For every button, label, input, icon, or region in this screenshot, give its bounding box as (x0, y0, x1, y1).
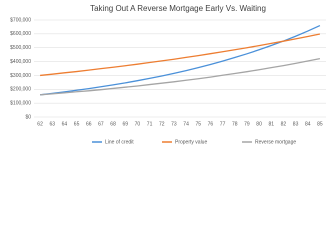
legend-label: Line of credit (105, 139, 134, 145)
x-tick-label: 81 (268, 121, 274, 127)
y-tick-label: $0 (25, 114, 31, 120)
x-tick-label: 82 (281, 121, 287, 127)
legend-label: Reverse mortgage (255, 139, 296, 145)
x-tick-label: 71 (147, 121, 153, 127)
x-tick-label: 67 (98, 121, 104, 127)
y-tick-label: $300,000 (10, 73, 31, 79)
x-tick-label: 75 (195, 121, 201, 127)
x-tick-label: 65 (74, 121, 80, 127)
x-tick-label: 72 (159, 121, 165, 127)
x-tick-label: 84 (305, 121, 311, 127)
y-tick-label: $600,000 (10, 31, 31, 37)
x-tick-label: 66 (86, 121, 92, 127)
y-tick-label: $700,000 (10, 17, 31, 23)
y-tick-label: $100,000 (10, 100, 31, 106)
x-tick-label: 80 (256, 121, 262, 127)
series-line (40, 33, 321, 77)
y-tick-label: $500,000 (10, 45, 31, 51)
x-tick-label: 73 (171, 121, 177, 127)
chart-title: Taking Out A Reverse Mortgage Early Vs. … (90, 4, 266, 13)
x-tick-label: 83 (293, 121, 299, 127)
legend-label: Property value (175, 139, 207, 145)
y-tick-label: $400,000 (10, 59, 31, 65)
x-tick-label: 70 (135, 121, 141, 127)
x-tick-label: 77 (220, 121, 226, 127)
x-tick-label: 76 (208, 121, 214, 127)
series-line (40, 58, 321, 96)
x-tick-label: 64 (62, 121, 68, 127)
x-tick-label: 69 (122, 121, 128, 127)
x-tick-label: 62 (37, 121, 43, 127)
y-tick-label: $200,000 (10, 87, 31, 93)
x-tick-label: 85 (317, 121, 323, 127)
x-tick-label: 79 (244, 121, 250, 127)
series-line (40, 24, 321, 96)
x-tick-label: 68 (110, 121, 116, 127)
x-tick-label: 63 (49, 121, 55, 127)
x-tick-label: 78 (232, 121, 238, 127)
chart: Taking Out A Reverse Mortgage Early Vs. … (10, 4, 326, 145)
x-tick-label: 74 (183, 121, 189, 127)
